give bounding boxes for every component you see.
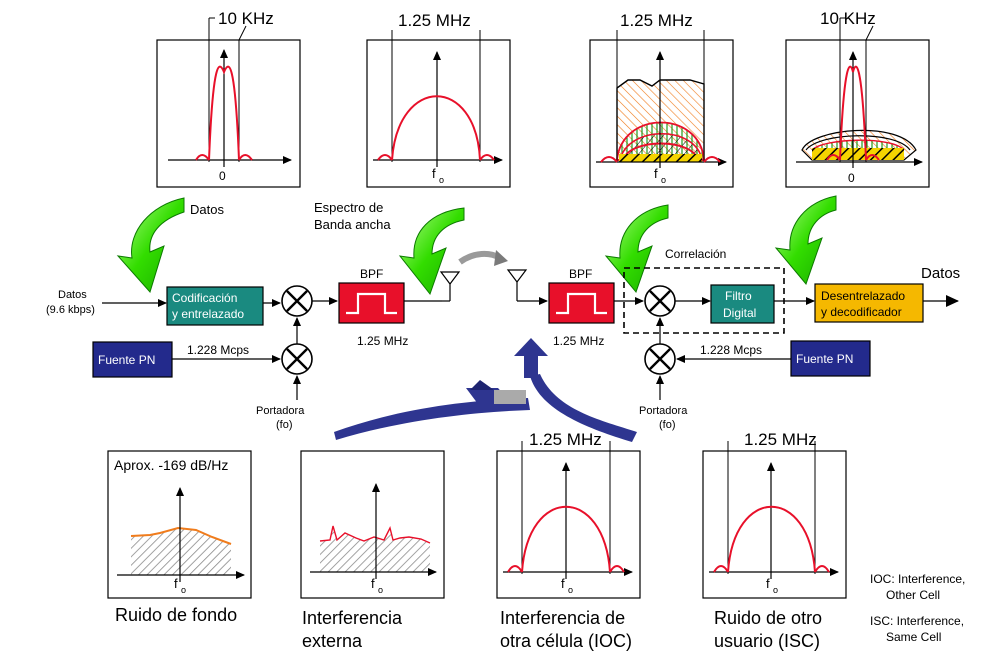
mixer-rx-1 xyxy=(644,285,676,317)
pn-source-right-label: Fuente PN xyxy=(796,352,853,366)
bottom-caption-2-l1: Interferencia xyxy=(302,608,403,628)
annotation-datos: Datos xyxy=(190,202,224,217)
bottom-panel-3-sub: o xyxy=(568,585,573,595)
bpf-tx-bandwidth: 1.25 MHz xyxy=(357,334,408,348)
bottom-caption-2-l2: externa xyxy=(302,631,363,651)
annotation-correlacion: Correlación xyxy=(665,247,726,261)
top-panel-1-center: 0 xyxy=(219,169,226,183)
bpf-rx-bandwidth: 1.25 MHz xyxy=(553,334,604,348)
coding-label-1: Codificación xyxy=(172,291,237,305)
top-panel-2-bandwidth: 1.25 MHz xyxy=(398,11,471,30)
bottom-panel-other-cell: 1.25 MHz f o xyxy=(496,430,641,599)
green-arrow-despread xyxy=(774,195,837,285)
deinterleaver-label-2: y decodificador xyxy=(821,305,902,319)
legend-ioc-l2: Other Cell xyxy=(886,588,940,602)
legend-isc-l2: Same Cell xyxy=(886,630,941,644)
bottom-caption-3-l2: otra célula (IOC) xyxy=(500,631,632,651)
top-panel-3-bandwidth: 1.25 MHz xyxy=(620,11,693,30)
bottom-panel-2-sub: o xyxy=(378,585,383,595)
legend-ioc-l1: IOC: Interference, xyxy=(870,572,965,586)
bpf-rx: BPF 1.25 MHz xyxy=(548,267,615,348)
top-panel-1-bandwidth: 10 KHz xyxy=(218,9,274,28)
digital-filter: Filtro Digital xyxy=(710,284,775,324)
top-panel-3-center: f xyxy=(654,166,658,181)
mixer-tx-2 xyxy=(281,343,313,375)
top-panel-4-bandwidth: 10 KHz xyxy=(820,9,876,28)
pn-source-left-label: Fuente PN xyxy=(98,353,155,367)
abbreviation-legend: IOC: Interference, Other Cell ISC: Inter… xyxy=(870,572,965,644)
digital-filter-label-1: Filtro xyxy=(725,289,752,303)
deinterleaver-decoder: Desentrelazado y decodificador xyxy=(814,283,924,323)
bottom-caption-4-l1: Ruido de otro xyxy=(714,608,822,628)
top-panel-despread-spectrum: 10 KHz 0 xyxy=(785,9,930,188)
bottom-panel-4-bandwidth: 1.25 MHz xyxy=(744,430,817,449)
annotation-espectro-l1: Espectro de xyxy=(314,200,383,215)
bottom-panel-1-level: Aprox. -169 dB/Hz xyxy=(114,457,228,473)
carrier-left-label: Portadora xyxy=(256,405,305,417)
top-panel-received-spectrum: 1.25 MHz f o xyxy=(589,11,734,188)
bottom-panel-noise-floor: Aprox. -169 dB/Hz f o xyxy=(107,450,252,599)
coding-label-2: y entrelazado xyxy=(172,307,244,321)
bottom-caption-4-l2: usuario (ISC) xyxy=(714,631,820,651)
top-panel-2-center: f xyxy=(432,166,436,181)
coding-block: Codificación y entrelazado xyxy=(166,286,264,326)
bpf-tx-label: BPF xyxy=(360,267,383,281)
pn-rate-left: 1.228 Mcps xyxy=(187,343,249,357)
bottom-panel-2-center: f xyxy=(371,576,375,591)
bottom-panel-3-bandwidth: 1.25 MHz xyxy=(529,430,602,449)
bottom-panel-1-sub: o xyxy=(181,585,186,595)
bottom-caption-1: Ruido de fondo xyxy=(115,605,237,625)
data-input-label: Datos xyxy=(58,289,87,301)
mixer-rx-2 xyxy=(644,343,676,375)
bottom-caption-3-l1: Interferencia de xyxy=(500,608,625,628)
carrier-right-label: Portadora xyxy=(639,405,688,417)
bottom-panel-3-center: f xyxy=(561,576,565,591)
transmission-arrow xyxy=(458,250,508,266)
antenna-rx xyxy=(506,269,528,301)
annotation-espectro-l2: Banda ancha xyxy=(314,217,391,232)
top-panel-3-sub: o xyxy=(661,175,666,185)
antenna-tx xyxy=(439,271,461,302)
carrier-left-freq: (fo) xyxy=(276,419,293,431)
bottom-panel-1-center: f xyxy=(174,576,178,591)
carrier-right-freq: (fo) xyxy=(659,419,676,431)
top-panel-2-sub: o xyxy=(439,175,444,185)
top-panel-4-center: 0 xyxy=(848,171,855,185)
data-output-label: Datos xyxy=(921,265,960,282)
mixer-tx-1 xyxy=(281,285,313,317)
deinterleaver-label-1: Desentrelazado xyxy=(821,289,905,303)
legend-isc-l1: ISC: Interference, xyxy=(870,614,964,628)
pn-source-right: Fuente PN xyxy=(790,340,871,377)
blue-arrow-interference xyxy=(334,338,637,442)
bottom-panel-4-sub: o xyxy=(773,585,778,595)
bpf-rx-label: BPF xyxy=(569,267,592,281)
bottom-panel-4-center: f xyxy=(766,576,770,591)
bottom-panel-external-interference: f o xyxy=(300,450,445,599)
bottom-panel-same-cell: 1.25 MHz f o xyxy=(702,430,847,599)
green-arrow-data xyxy=(116,197,185,293)
green-arrow-spread xyxy=(398,207,465,296)
green-arrow-received xyxy=(604,204,669,293)
top-panel-data-spectrum: 10 KHz 0 xyxy=(156,9,301,188)
top-panel-spread-spectrum: 1.25 MHz f o xyxy=(366,11,511,188)
pn-source-left: Fuente PN xyxy=(92,341,173,378)
data-input-rate: (9.6 kbps) xyxy=(46,304,95,316)
pn-rate-right: 1.228 Mcps xyxy=(700,343,762,357)
digital-filter-label-2: Digital xyxy=(723,306,756,320)
bpf-tx: BPF 1.25 MHz xyxy=(338,267,408,348)
